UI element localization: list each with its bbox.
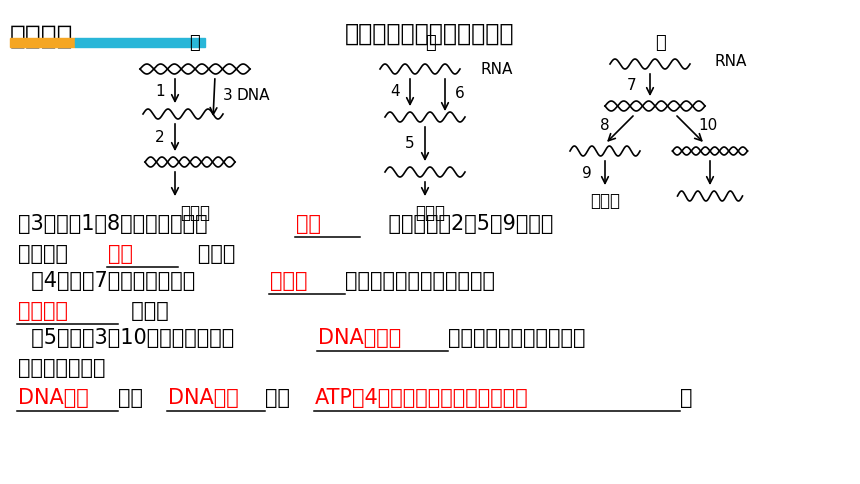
Text: 蛋白质: 蛋白质 — [180, 204, 210, 222]
Text: 及时检测: 及时检测 — [10, 24, 73, 50]
Text: 利用图示分类剖析中心法则: 利用图示分类剖析中心法则 — [345, 22, 515, 46]
Text: 。: 。 — [680, 388, 692, 408]
Text: 甲: 甲 — [189, 34, 200, 52]
Text: 2: 2 — [155, 131, 165, 146]
Text: 7: 7 — [626, 77, 636, 92]
Text: 逆转录: 逆转录 — [270, 271, 308, 291]
Text: 1: 1 — [155, 84, 165, 99]
Text: 过程；图中2、5、9表示遗: 过程；图中2、5、9表示遗 — [362, 214, 553, 234]
Bar — [75, 38, 205, 47]
Text: （3）图中1、8表示遗传信息的: （3）图中1、8表示遗传信息的 — [18, 214, 207, 234]
Text: 翻译: 翻译 — [108, 244, 133, 264]
Text: RNA: RNA — [715, 55, 747, 70]
Text: 酶、: 酶、 — [118, 388, 143, 408]
Text: 转录: 转录 — [296, 214, 321, 234]
Text: DNA聚合: DNA聚合 — [168, 388, 239, 408]
Text: DNA: DNA — [237, 89, 271, 104]
Text: DNA的复制: DNA的复制 — [318, 328, 402, 348]
Text: 蛋白质: 蛋白质 — [590, 192, 620, 210]
Text: 丙: 丙 — [654, 34, 666, 52]
Bar — [10, 38, 75, 47]
Text: RNA: RNA — [480, 61, 513, 76]
Text: ATP、4种游离的脱氧核苷酸、模板: ATP、4种游离的脱氧核苷酸、模板 — [315, 388, 529, 408]
Text: 过程，此过程正常进行所: 过程，此过程正常进行所 — [448, 328, 586, 348]
Text: （4）图中7表示遗传信息的: （4）图中7表示遗传信息的 — [18, 271, 195, 291]
Text: 8: 8 — [600, 119, 610, 134]
Text: 过程，此过程的进行需要的: 过程，此过程的进行需要的 — [345, 271, 495, 291]
Text: 蛋白质: 蛋白质 — [415, 204, 445, 222]
Text: 酶、: 酶、 — [265, 388, 290, 408]
Text: 4: 4 — [390, 85, 400, 100]
Text: 9: 9 — [582, 166, 592, 181]
Text: 10: 10 — [698, 119, 717, 134]
Text: 必备的条件有：: 必备的条件有： — [18, 358, 106, 378]
Text: DNA解旋: DNA解旋 — [18, 388, 89, 408]
Text: （5）图中3、10表示遗传物质的: （5）图中3、10表示遗传物质的 — [18, 328, 234, 348]
Text: 3: 3 — [223, 89, 233, 104]
Text: 5: 5 — [405, 136, 415, 151]
Text: 乙: 乙 — [425, 34, 435, 52]
Text: 6: 6 — [455, 87, 464, 102]
Text: 催化。: 催化。 — [118, 301, 169, 321]
Text: 传信息的: 传信息的 — [18, 244, 68, 264]
Text: 过程。: 过程。 — [178, 244, 236, 264]
Text: 逆转录酶: 逆转录酶 — [18, 301, 68, 321]
